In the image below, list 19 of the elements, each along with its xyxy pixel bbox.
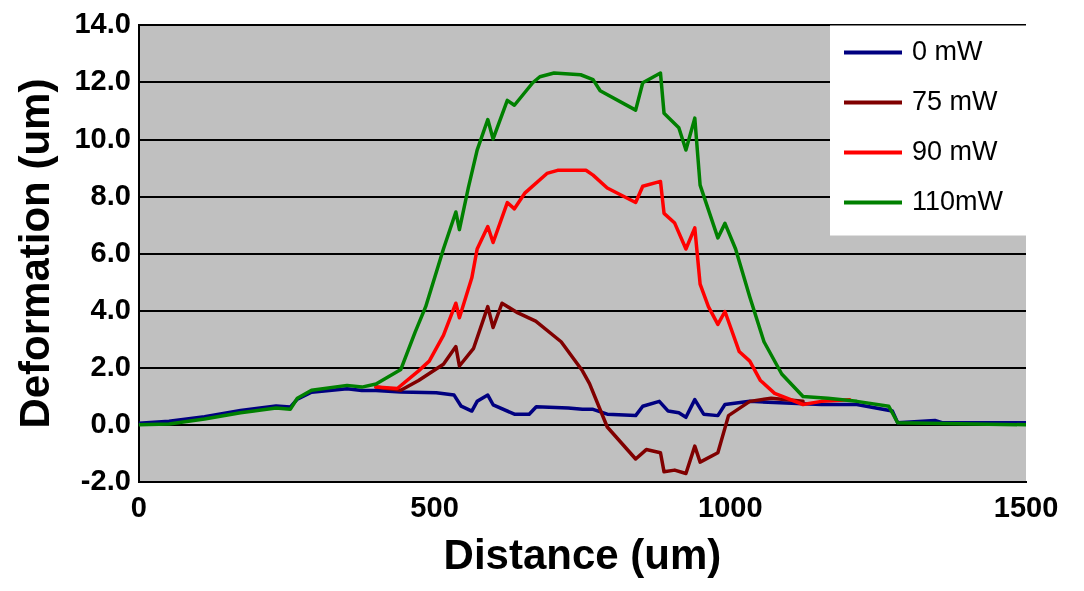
legend-label: 110mW	[912, 185, 1004, 216]
x-tick-label: 1500	[993, 491, 1059, 524]
legend-label: 75 mW	[912, 85, 999, 116]
y-tick-label: -2.0	[80, 463, 131, 496]
legend-label: 0 mW	[912, 35, 984, 66]
y-tick-label: 8.0	[90, 178, 131, 211]
y-tick-label: 6.0	[90, 235, 131, 268]
y-axis-title: Deformation (um)	[10, 78, 58, 429]
y-tick-label: 14.0	[74, 7, 131, 40]
y-tick-label: 4.0	[90, 292, 131, 325]
y-tick-label: 0.0	[90, 406, 131, 439]
y-tick-label: 10.0	[74, 121, 131, 154]
legend-label: 90 mW	[912, 135, 999, 166]
x-tick-label: 1000	[698, 491, 763, 524]
y-tick-label: 12.0	[74, 64, 131, 97]
x-tick-label: 500	[410, 491, 459, 524]
x-tick-label: 0	[130, 491, 147, 524]
x-axis-title: Distance (um)	[443, 531, 722, 579]
y-tick-label: 2.0	[90, 349, 131, 382]
